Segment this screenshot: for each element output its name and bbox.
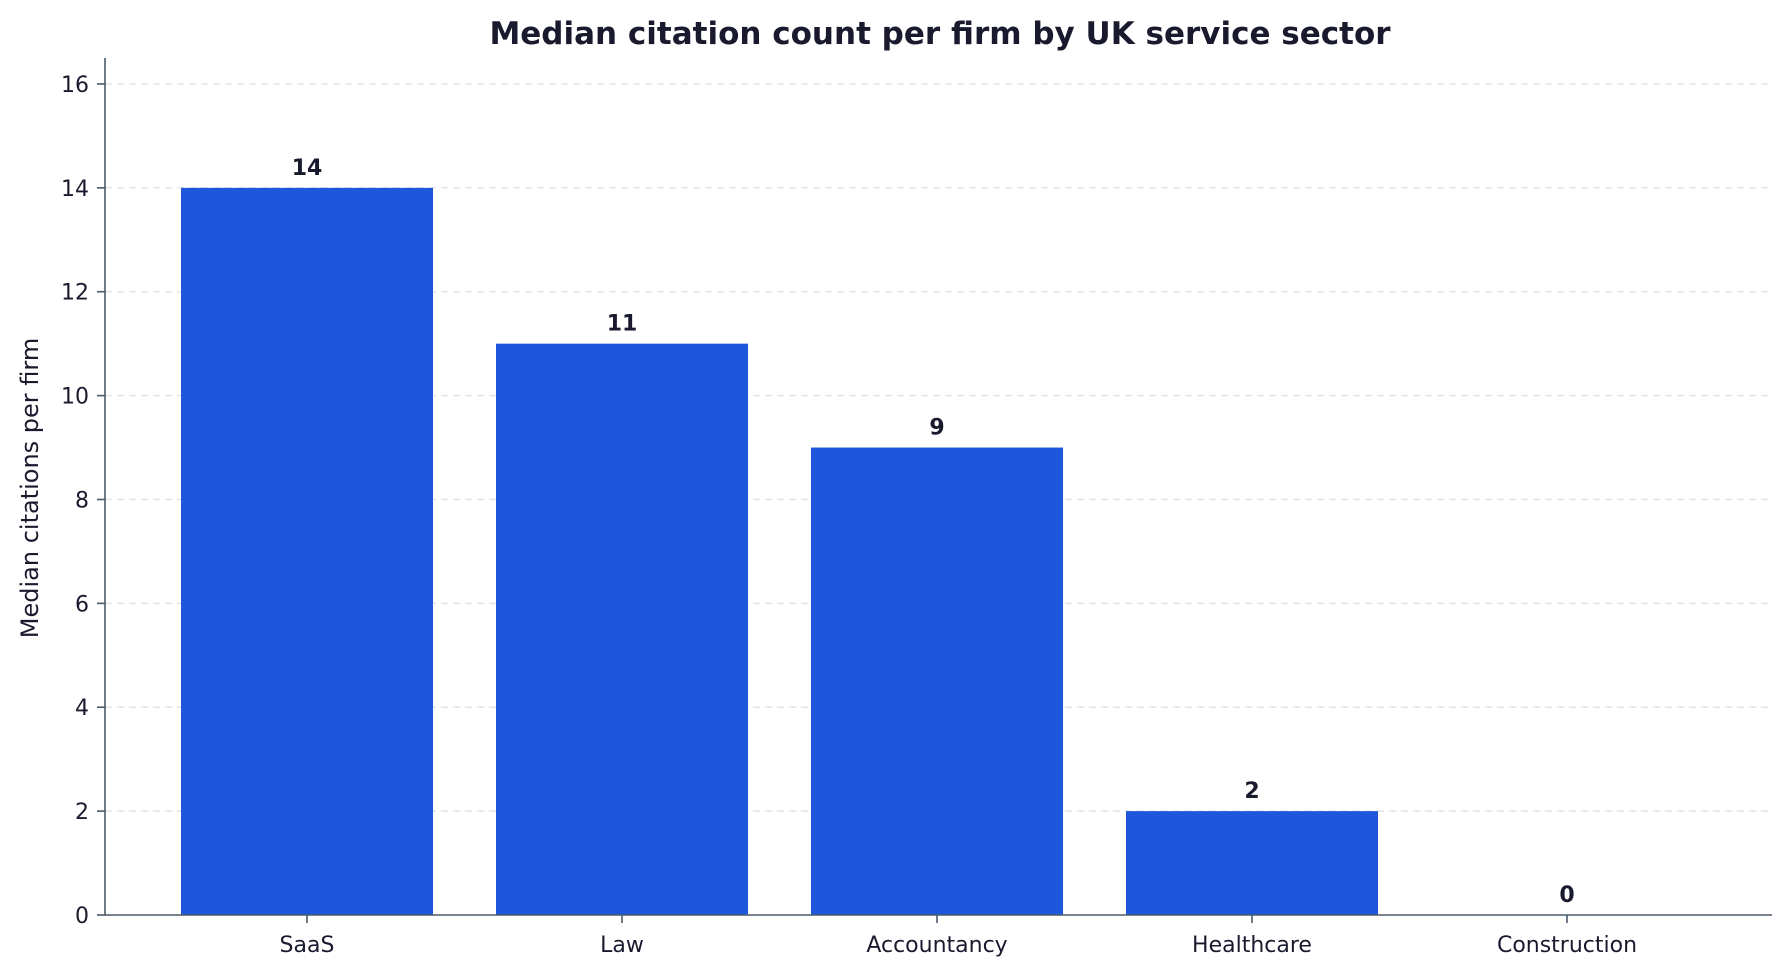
bar-value-label: 11 [607,312,638,337]
y-tick-label: 16 [61,73,89,98]
chart-title: Median citation count per firm by UK ser… [489,16,1391,52]
x-tick-label: SaaS [280,933,335,958]
y-axis-label: Median citations per firm [16,338,44,638]
bar-value-label: 0 [1559,883,1574,908]
y-tick-label: 6 [75,592,89,617]
y-tick-label: 14 [61,177,89,202]
bar [181,187,433,915]
x-tick-label: Construction [1497,933,1637,958]
bar [496,343,748,916]
y-tick-label: 12 [61,281,89,306]
x-tick-label: Healthcare [1192,933,1312,958]
bar [1126,811,1378,915]
x-axis-ticks: SaaS Law Accountancy Healthcare Construction [280,915,1637,958]
y-axis-ticks: 0 2 4 6 8 10 12 14 16 [61,73,105,929]
bars [181,187,1378,916]
bar-value-label: 2 [1244,779,1259,804]
bar-value-label: 14 [292,156,323,181]
value-labels: 14 11 9 2 0 [292,156,1575,908]
y-tick-label: 2 [75,800,89,825]
x-tick-label: Law [600,933,644,958]
y-tick-label: 8 [75,488,89,513]
y-tick-label: 4 [75,696,89,721]
bar-value-label: 9 [929,416,944,441]
y-tick-label: 10 [61,385,89,410]
bar [811,447,1063,915]
y-tick-label: 0 [75,904,89,929]
x-tick-label: Accountancy [866,933,1007,958]
axes [104,58,1772,916]
